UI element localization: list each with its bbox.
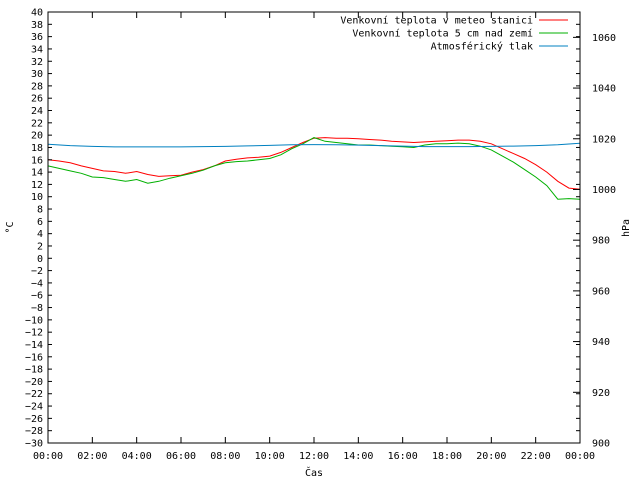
y-tick-label: 12: [31, 180, 43, 191]
y-axis-label: °C: [5, 221, 16, 233]
y-tick-label: 30: [31, 69, 43, 80]
legend-label-2: Venkovní teplota 5 cm nad zemí: [352, 28, 533, 40]
y-tick-label: −18: [25, 365, 43, 376]
legend: Venkovní teplota v meteo staniciVenkovní…: [340, 15, 568, 53]
y2-tick-label: 940: [592, 337, 610, 348]
x-tick-label: 16:00: [388, 451, 418, 462]
y2-tick-label: 920: [592, 388, 610, 399]
y-tick-label: −24: [25, 402, 43, 413]
y-tick-label: −30: [25, 439, 43, 450]
y-tick-label: 22: [31, 118, 43, 129]
x-tick-label: 12:00: [299, 451, 329, 462]
y-tick-label: −10: [25, 315, 43, 326]
y-tick-label: −6: [31, 291, 43, 302]
y-tick-label: 20: [31, 131, 43, 142]
y-tick-label: 38: [31, 20, 43, 31]
y-tick-label: 0: [37, 254, 43, 265]
y-tick-label: 24: [31, 106, 43, 117]
series-layer: [47, 137, 581, 200]
y2-tick-label: 1020: [592, 134, 616, 145]
y2-tick-label: 900: [592, 439, 610, 450]
y-tick-label: −4: [31, 278, 43, 289]
legend-label-1: Venkovní teplota v meteo stanici: [340, 15, 533, 27]
series-line-3: [47, 142, 581, 148]
x-tick-label: 04:00: [122, 451, 152, 462]
x-tick-label: 02:00: [77, 451, 107, 462]
y-tick-label: −16: [25, 352, 43, 363]
y-tick-label: 14: [31, 168, 43, 179]
y-tick-label: 10: [31, 192, 43, 203]
series-line-1: [47, 137, 581, 190]
y-tick-label: 6: [37, 217, 43, 228]
y2-tick-label: 980: [592, 236, 610, 247]
ticks-layer: −30−28−26−24−22−20−18−16−14−12−10−8−6−4−…: [25, 8, 616, 463]
y-tick-label: −14: [25, 340, 43, 351]
x-tick-label: 20:00: [476, 451, 506, 462]
y2-tick-label: 1000: [592, 185, 616, 196]
x-tick-label: 08:00: [210, 451, 240, 462]
y-tick-label: 4: [37, 229, 43, 240]
x-tick-label: 00:00: [33, 451, 63, 462]
x-tick-label: 14:00: [343, 451, 373, 462]
y-tick-label: 34: [31, 44, 43, 55]
y-tick-label: −26: [25, 414, 43, 425]
y-tick-label: 8: [37, 205, 43, 216]
y2-tick-label: 1040: [592, 84, 616, 95]
x-tick-label: 10:00: [255, 451, 285, 462]
y-tick-label: −28: [25, 426, 43, 437]
y-tick-label: 18: [31, 143, 43, 154]
y2-tick-label: 1060: [592, 33, 616, 44]
x-axis-label: Čas: [305, 466, 323, 479]
x-tick-label: 06:00: [166, 451, 196, 462]
x-tick-label: 18:00: [432, 451, 462, 462]
y-tick-label: −8: [31, 303, 43, 314]
y-tick-label: 2: [37, 241, 43, 252]
x-tick-label: 22:00: [521, 451, 551, 462]
y-tick-label: −2: [31, 266, 43, 277]
y-tick-label: 32: [31, 57, 43, 68]
y-tick-label: −12: [25, 328, 43, 339]
y-tick-label: −22: [25, 389, 43, 400]
y-tick-label: 40: [31, 8, 43, 19]
y2-axis-label: hPa: [621, 219, 632, 237]
y-tick-label: 36: [31, 32, 43, 43]
y-tick-label: 28: [31, 81, 43, 92]
y2-tick-label: 960: [592, 286, 610, 297]
legend-label-3: Atmosférický tlak: [431, 41, 533, 53]
x-tick-label: 00:00: [565, 451, 595, 462]
series-line-2: [47, 137, 581, 200]
y-tick-label: 26: [31, 94, 43, 105]
y-tick-label: −20: [25, 377, 43, 388]
y-tick-label: 16: [31, 155, 43, 166]
